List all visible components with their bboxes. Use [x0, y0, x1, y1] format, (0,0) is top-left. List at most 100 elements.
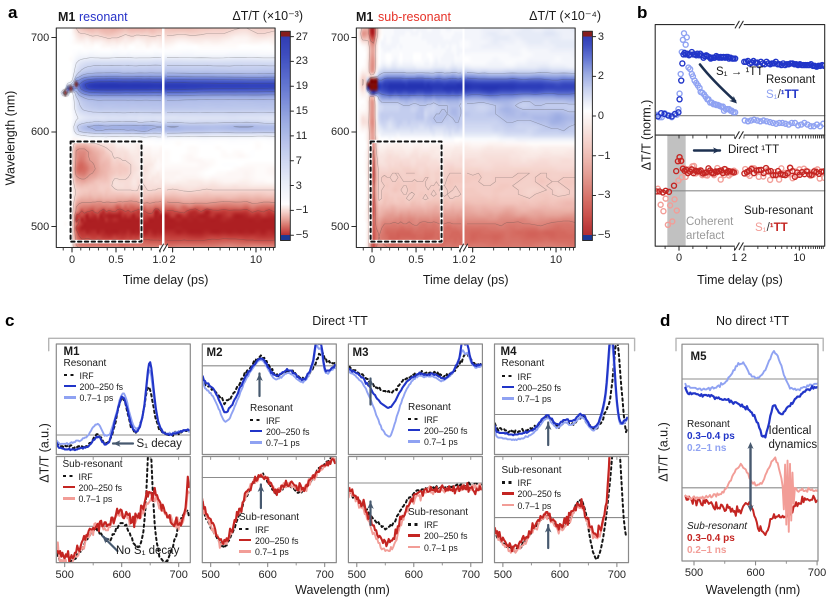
legend-item: 0.7–1 ps: [63, 393, 114, 404]
legend-item: 0.7–1 ps: [501, 394, 552, 405]
x-tick-label: 0: [68, 253, 76, 266]
legend-label: 0.7–1 ps: [424, 437, 458, 448]
legend-label: IRF: [424, 520, 439, 530]
legend-item: 200–250 fs: [239, 536, 299, 546]
spectra-ylabel-d: ΔT/T (a.u.): [656, 422, 671, 482]
wavelength-axis-label-a: Wavelength (nm): [3, 90, 18, 185]
legend-item: IRF: [62, 472, 93, 482]
s1-label: S₁: [755, 221, 767, 234]
coherent-artefact-line2: artefact: [686, 229, 725, 242]
panel-letter-b: b: [637, 3, 648, 22]
y-tick-label: 500: [330, 220, 350, 233]
legend-swatch: [62, 485, 75, 489]
legend-label: 0.7–1 ps: [78, 494, 113, 505]
legend-swatch: [239, 538, 251, 542]
legend-swatch: [63, 373, 76, 376]
x-tick-label: 600: [112, 568, 131, 581]
legend-swatch: [501, 492, 514, 495]
x-tick-label: 500: [493, 568, 513, 581]
legend-swatch: [408, 440, 420, 443]
coherent-artefact-line1: Coherent: [686, 216, 734, 228]
x-tick-label: 500: [201, 568, 220, 581]
sample-label-m5: M5: [690, 350, 707, 363]
sample-label-m3: M3: [352, 346, 369, 359]
x-tick-label: 0.5: [108, 253, 124, 266]
colorbar-label-resonant: ΔT/T (×10⁻³): [232, 9, 303, 23]
legend-item: IRF: [408, 520, 439, 530]
legend-label: 0.7–1 ps: [517, 394, 552, 405]
legend-swatch: [501, 397, 514, 400]
legend-label: IRF: [255, 524, 270, 535]
x-tick-label: 2: [740, 251, 747, 264]
d-late-blue-label: 0.2–1 ns: [687, 442, 727, 454]
sample-label-m1: M1: [63, 345, 80, 358]
x-tick-label: 1.0: [152, 253, 168, 266]
legend-item: 200–250 fs: [408, 532, 468, 541]
colorbar-tick-label: −5: [597, 229, 611, 242]
legend-swatch: [239, 550, 251, 553]
legend-swatch: [63, 396, 76, 399]
d-late-red-label: 0.2–1 ns: [687, 544, 727, 556]
legend-swatch: [62, 474, 75, 477]
heatmap-resonant-sample: M1: [58, 10, 76, 24]
colorbar-label-sub: ΔT/T (×10⁻⁴): [529, 9, 601, 23]
y-tick-label: 600: [330, 126, 350, 138]
x-tick-label: 700: [461, 568, 480, 581]
legend-label: IRF: [79, 370, 94, 381]
legend-swatch: [63, 384, 76, 388]
x-tick-label: 0: [368, 253, 376, 266]
y-tick-label: 500: [30, 220, 50, 233]
direct-tt-header: Direct ¹TT: [312, 313, 368, 328]
legend-swatch: [408, 523, 420, 526]
colorbar-tick-label: 3: [597, 30, 605, 43]
x-tick-label: 10: [549, 253, 563, 266]
colorbar-tick-label: 3: [295, 179, 302, 192]
colorbar-tick-label: −3: [597, 189, 611, 202]
legend-item: 0.7–1 ps: [408, 543, 458, 553]
tt-label: ¹TT: [769, 221, 788, 234]
legend-label: 200–250 fs: [517, 382, 562, 393]
legend-condition-2: Resonant: [250, 402, 293, 414]
legend-label: IRF: [266, 415, 281, 426]
x-tick-label: 1.0: [452, 253, 468, 266]
tt-label: ¹TT: [780, 88, 799, 101]
legend-item: 0.7–1 ps: [501, 500, 552, 511]
legend-label: 200–250 fs: [79, 381, 124, 392]
legend-label: 0.7–1 ps: [517, 500, 552, 511]
legend-condition-7: Sub-resonant: [501, 464, 562, 476]
s1-to-tt-annotation: S₁ → ¹TT: [716, 66, 764, 78]
panel-letter-c: c: [5, 311, 15, 330]
legend-label: 200–250 fs: [424, 531, 468, 542]
legend-item: IRF: [501, 372, 532, 382]
x-tick-label: 500: [55, 568, 74, 581]
x-tick-label: 600: [404, 568, 423, 581]
heatmap-resonant-title: resonant: [79, 10, 128, 24]
legend-swatch: [62, 497, 75, 500]
legend-item: IRF: [63, 370, 94, 381]
legend-condition-3: Sub-resonant: [239, 511, 300, 523]
identical-dynamics-line2: dynamics: [768, 438, 818, 451]
legend-label: 200–250 fs: [424, 425, 468, 436]
legend-item: 200–250 fs: [501, 382, 562, 393]
x-tick-label: 1: [731, 251, 738, 264]
heatmap-sub-title: sub-resonant: [378, 10, 451, 24]
panel-letter-a: a: [8, 3, 18, 22]
x-tick-label: 2: [469, 253, 476, 266]
legend-item: 0.7–1 ps: [408, 437, 458, 448]
legend-label: IRF: [517, 478, 532, 488]
d-resonant-label: Resonant: [687, 418, 730, 430]
legend-swatch: [501, 481, 514, 484]
legend-item: IRF: [501, 478, 532, 488]
panel-letter-d: d: [660, 311, 671, 330]
s1-tt-legend-sub: S₁/¹TT: [755, 222, 788, 234]
legend-swatch: [250, 441, 262, 444]
colorbar-tick-label: 0: [597, 110, 605, 123]
legend-label: 0.7–1 ps: [79, 393, 114, 404]
legend-item: 200–250 fs: [501, 490, 561, 499]
legend-item: 0.7–1 ps: [250, 438, 300, 448]
resonant-annotation: Resonant: [766, 73, 816, 86]
y-tick-label: 700: [30, 31, 50, 44]
y-tick-label: 700: [330, 31, 350, 44]
no-s1-decay-annotation: No S₁ decay: [116, 544, 180, 557]
legend-item: IRF: [239, 524, 270, 535]
